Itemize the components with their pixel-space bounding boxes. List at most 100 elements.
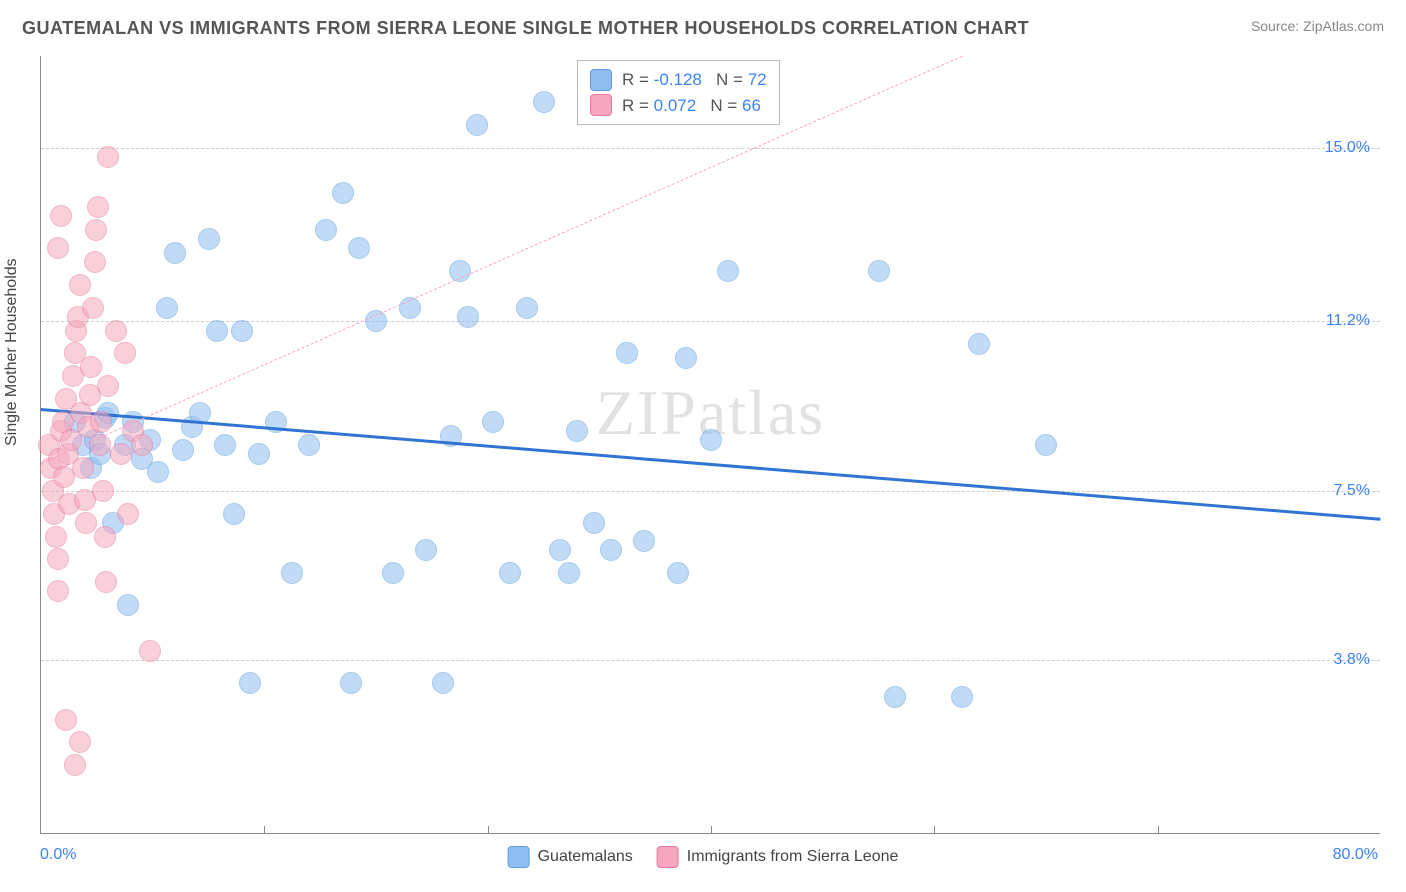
scatter-point — [97, 375, 119, 397]
scatter-point — [47, 580, 69, 602]
scatter-point — [231, 320, 253, 342]
scatter-point — [968, 333, 990, 355]
stats-text: R = -0.128 N = 72 — [622, 67, 767, 93]
scatter-point — [239, 672, 261, 694]
scatter-point — [457, 306, 479, 328]
scatter-point — [69, 731, 91, 753]
scatter-point — [156, 297, 178, 319]
x-minor-tick — [1158, 826, 1159, 834]
legend-label: Guatemalans — [538, 848, 633, 866]
scatter-point — [558, 562, 580, 584]
scatter-point — [516, 297, 538, 319]
x-tick-max: 80.0% — [1333, 846, 1378, 864]
gridline — [41, 660, 1380, 661]
scatter-point — [951, 686, 973, 708]
scatter-point — [466, 114, 488, 136]
scatter-point — [164, 242, 186, 264]
scatter-point — [84, 251, 106, 273]
x-tick-min: 0.0% — [40, 846, 76, 864]
x-minor-tick — [711, 826, 712, 834]
chart-plot-area: ZIPatlas 3.8%7.5%11.2%15.0%R = -0.128 N … — [40, 56, 1380, 834]
chart-title: GUATEMALAN VS IMMIGRANTS FROM SIERRA LEO… — [22, 18, 1029, 39]
y-tick-label: 11.2% — [1326, 312, 1370, 330]
scatter-point — [432, 672, 454, 694]
scatter-point — [348, 237, 370, 259]
source-label: Source: ZipAtlas.com — [1251, 18, 1384, 34]
scatter-point — [868, 260, 890, 282]
scatter-point — [298, 434, 320, 456]
stats-swatch-icon — [590, 69, 612, 91]
scatter-point — [94, 526, 116, 548]
y-tick-label: 3.8% — [1334, 651, 1370, 669]
legend-swatch-icon — [508, 846, 530, 868]
legend-swatch-icon — [657, 846, 679, 868]
scatter-point — [248, 443, 270, 465]
scatter-point — [131, 434, 153, 456]
scatter-point — [667, 562, 689, 584]
scatter-point — [50, 205, 72, 227]
scatter-point — [55, 709, 77, 731]
legend-item-sierra-leone: Immigrants from Sierra Leone — [657, 846, 899, 868]
scatter-point — [147, 461, 169, 483]
scatter-point — [717, 260, 739, 282]
scatter-point — [72, 457, 94, 479]
scatter-point — [80, 356, 102, 378]
scatter-point — [223, 503, 245, 525]
y-tick-label: 15.0% — [1325, 139, 1370, 157]
scatter-point — [583, 512, 605, 534]
scatter-point — [172, 439, 194, 461]
scatter-point — [117, 594, 139, 616]
scatter-point — [47, 237, 69, 259]
scatter-point — [82, 297, 104, 319]
scatter-point — [69, 274, 91, 296]
stats-box: R = -0.128 N = 72R = 0.072 N = 66 — [577, 60, 780, 125]
scatter-point — [90, 411, 112, 433]
scatter-point — [114, 342, 136, 364]
scatter-point — [45, 526, 67, 548]
scatter-point — [92, 480, 114, 502]
scatter-point — [600, 539, 622, 561]
stats-row: R = -0.128 N = 72 — [590, 67, 767, 93]
scatter-point — [700, 429, 722, 451]
scatter-point — [616, 342, 638, 364]
scatter-point — [675, 347, 697, 369]
y-tick-label: 7.5% — [1334, 482, 1370, 500]
scatter-point — [198, 228, 220, 250]
scatter-point — [281, 562, 303, 584]
legend-label: Immigrants from Sierra Leone — [687, 848, 899, 866]
scatter-point — [95, 571, 117, 593]
gridline — [41, 491, 1380, 492]
scatter-point — [884, 686, 906, 708]
chart-legend: Guatemalans Immigrants from Sierra Leone — [508, 846, 899, 868]
x-minor-tick — [934, 826, 935, 834]
x-minor-tick — [488, 826, 489, 834]
scatter-point — [499, 562, 521, 584]
scatter-point — [633, 530, 655, 552]
scatter-point — [340, 672, 362, 694]
scatter-point — [105, 320, 127, 342]
scatter-point — [214, 434, 236, 456]
scatter-point — [47, 548, 69, 570]
scatter-point — [415, 539, 437, 561]
scatter-point — [382, 562, 404, 584]
scatter-point — [139, 640, 161, 662]
scatter-point — [206, 320, 228, 342]
scatter-point — [549, 539, 571, 561]
scatter-point — [533, 91, 555, 113]
scatter-point — [566, 420, 588, 442]
y-axis-label: Single Mother Households — [3, 258, 21, 446]
scatter-point — [315, 219, 337, 241]
stats-text: R = 0.072 N = 66 — [622, 93, 761, 119]
scatter-point — [110, 443, 132, 465]
scatter-point — [64, 754, 86, 776]
stats-swatch-icon — [590, 94, 612, 116]
gridline — [41, 148, 1380, 149]
scatter-point — [332, 182, 354, 204]
scatter-point — [87, 196, 109, 218]
scatter-point — [1035, 434, 1057, 456]
stats-row: R = 0.072 N = 66 — [590, 93, 767, 119]
legend-item-guatemalans: Guatemalans — [508, 846, 633, 868]
scatter-point — [482, 411, 504, 433]
scatter-point — [85, 219, 107, 241]
scatter-point — [117, 503, 139, 525]
